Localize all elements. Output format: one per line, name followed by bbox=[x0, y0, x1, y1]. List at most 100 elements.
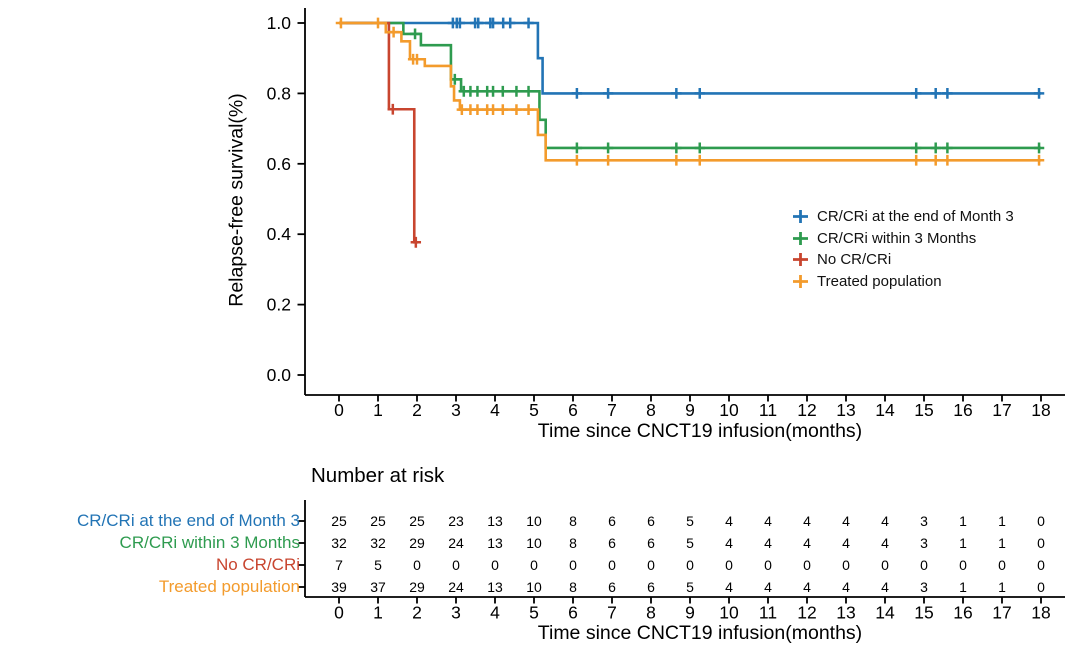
svg-text:0.4: 0.4 bbox=[267, 224, 292, 244]
svg-text:3: 3 bbox=[920, 535, 928, 551]
svg-text:18: 18 bbox=[1031, 603, 1050, 623]
svg-text:0.6: 0.6 bbox=[267, 154, 291, 174]
svg-text:24: 24 bbox=[448, 579, 464, 595]
svg-text:12: 12 bbox=[797, 400, 816, 420]
legend-item-treated-population: Treated population bbox=[791, 271, 1014, 293]
svg-text:4: 4 bbox=[725, 535, 733, 551]
legend-label: No CR/CRi bbox=[817, 251, 892, 269]
risk-table-title: Number at risk bbox=[311, 464, 445, 487]
svg-text:9: 9 bbox=[685, 603, 695, 623]
svg-text:5: 5 bbox=[529, 400, 539, 420]
svg-text:0: 0 bbox=[491, 557, 499, 573]
svg-text:3: 3 bbox=[920, 579, 928, 595]
svg-text:14: 14 bbox=[875, 400, 895, 420]
svg-text:1: 1 bbox=[959, 513, 967, 529]
y-axis-title: Relapse-free survival(%) bbox=[225, 93, 248, 307]
svg-text:5: 5 bbox=[686, 535, 694, 551]
risk-row-label-treated-population: Treated population bbox=[158, 577, 300, 596]
svg-text:0: 0 bbox=[1037, 557, 1045, 573]
legend-item-cr-cri-within-3-months: CR/CRi within 3 Months bbox=[791, 228, 1014, 250]
svg-text:1: 1 bbox=[959, 535, 967, 551]
svg-text:10: 10 bbox=[719, 400, 739, 420]
plus-marker-icon bbox=[793, 210, 808, 224]
svg-text:14: 14 bbox=[875, 603, 895, 623]
svg-text:16: 16 bbox=[953, 603, 972, 623]
svg-text:32: 32 bbox=[370, 535, 386, 551]
svg-text:0.8: 0.8 bbox=[267, 83, 291, 103]
svg-text:0: 0 bbox=[686, 557, 694, 573]
plus-marker-icon bbox=[793, 231, 808, 245]
svg-text:29: 29 bbox=[409, 579, 425, 595]
svg-text:6: 6 bbox=[647, 579, 655, 595]
svg-text:0.0: 0.0 bbox=[267, 365, 292, 385]
svg-text:0: 0 bbox=[803, 557, 811, 573]
svg-text:32: 32 bbox=[331, 535, 347, 551]
risk-row-label-cr-cri-within-3-months: CR/CRi within 3 Months bbox=[119, 533, 300, 552]
svg-text:4: 4 bbox=[881, 579, 889, 595]
svg-text:4: 4 bbox=[803, 535, 811, 551]
risk-row-label-no-cr-cri: No CR/CRi bbox=[215, 555, 300, 574]
svg-text:17: 17 bbox=[992, 400, 1011, 420]
svg-text:16: 16 bbox=[953, 400, 972, 420]
svg-text:6: 6 bbox=[608, 513, 616, 529]
svg-text:0: 0 bbox=[530, 557, 538, 573]
svg-text:4: 4 bbox=[725, 579, 733, 595]
svg-text:5: 5 bbox=[374, 557, 382, 573]
svg-text:4: 4 bbox=[764, 535, 772, 551]
svg-text:0: 0 bbox=[920, 557, 928, 573]
svg-text:4: 4 bbox=[881, 535, 889, 551]
svg-text:25: 25 bbox=[409, 513, 425, 529]
svg-text:10: 10 bbox=[526, 535, 542, 551]
legend-label: CR/CRi at the end of Month 3 bbox=[817, 208, 1014, 226]
svg-text:0.2: 0.2 bbox=[267, 295, 291, 315]
legend-label: CR/CRi within 3 Months bbox=[817, 229, 977, 247]
svg-text:0: 0 bbox=[452, 557, 460, 573]
svg-text:1.0: 1.0 bbox=[267, 13, 292, 33]
svg-text:15: 15 bbox=[914, 400, 933, 420]
x-axis-title: Time since CNCT19 infusion(months) bbox=[537, 420, 863, 442]
svg-text:3: 3 bbox=[451, 603, 461, 623]
plus-marker-icon bbox=[793, 275, 808, 289]
legend-item-no-cr-cri: No CR/CRi bbox=[791, 249, 1014, 271]
svg-text:4: 4 bbox=[490, 400, 500, 420]
svg-text:0: 0 bbox=[413, 557, 421, 573]
risk-table-x-axis-title: Time since CNCT19 infusion(months) bbox=[537, 622, 863, 644]
svg-text:0: 0 bbox=[881, 557, 889, 573]
svg-text:7: 7 bbox=[607, 400, 617, 420]
svg-text:0: 0 bbox=[998, 557, 1006, 573]
svg-text:10: 10 bbox=[719, 603, 739, 623]
svg-text:8: 8 bbox=[569, 513, 577, 529]
svg-text:5: 5 bbox=[529, 603, 539, 623]
svg-text:10: 10 bbox=[526, 579, 542, 595]
svg-text:0: 0 bbox=[608, 557, 616, 573]
svg-text:4: 4 bbox=[842, 513, 850, 529]
svg-text:4: 4 bbox=[881, 513, 889, 529]
svg-text:6: 6 bbox=[568, 603, 578, 623]
legend-label: Treated population bbox=[817, 273, 942, 291]
svg-text:6: 6 bbox=[608, 535, 616, 551]
svg-text:13: 13 bbox=[487, 535, 503, 551]
svg-text:0: 0 bbox=[842, 557, 850, 573]
svg-text:9: 9 bbox=[685, 400, 695, 420]
svg-text:8: 8 bbox=[646, 603, 656, 623]
svg-text:7: 7 bbox=[607, 603, 617, 623]
svg-text:39: 39 bbox=[331, 579, 347, 595]
svg-text:4: 4 bbox=[725, 513, 733, 529]
svg-text:25: 25 bbox=[331, 513, 347, 529]
svg-text:13: 13 bbox=[487, 513, 503, 529]
svg-text:4: 4 bbox=[490, 603, 500, 623]
svg-text:7: 7 bbox=[335, 557, 343, 573]
svg-text:4: 4 bbox=[842, 535, 850, 551]
svg-text:17: 17 bbox=[992, 603, 1011, 623]
svg-text:6: 6 bbox=[647, 513, 655, 529]
svg-text:0: 0 bbox=[764, 557, 772, 573]
svg-text:29: 29 bbox=[409, 535, 425, 551]
svg-text:0: 0 bbox=[647, 557, 655, 573]
svg-text:13: 13 bbox=[836, 603, 855, 623]
svg-text:13: 13 bbox=[487, 579, 503, 595]
legend: CR/CRi at the end of Month 3 CR/CRi with… bbox=[791, 206, 1014, 292]
svg-text:25: 25 bbox=[370, 513, 386, 529]
svg-text:13: 13 bbox=[836, 400, 855, 420]
